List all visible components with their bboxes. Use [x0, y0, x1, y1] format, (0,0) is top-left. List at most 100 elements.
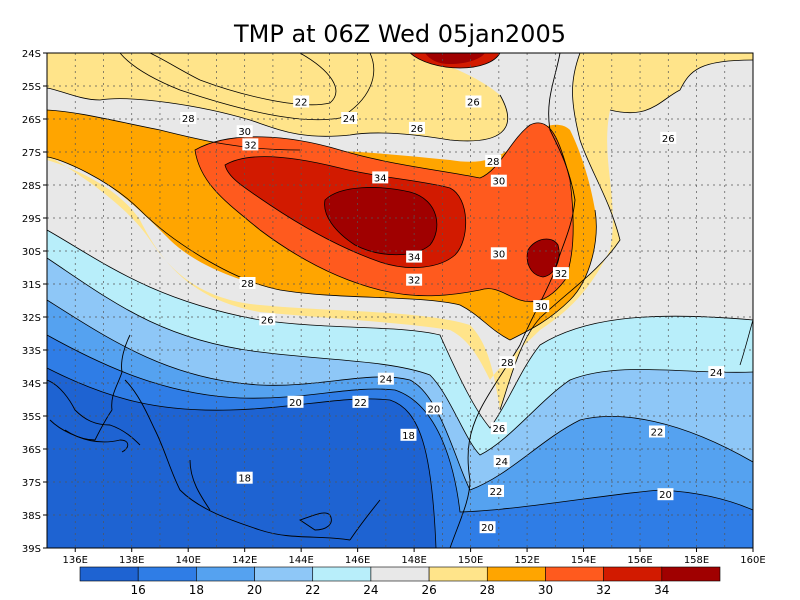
band-28-30	[47, 53, 753, 410]
contour-label: 20	[659, 490, 672, 501]
colorbar-swatch	[79, 566, 139, 582]
contour-label: 30	[492, 249, 505, 260]
colorbar-label: 32	[596, 583, 611, 597]
contour-label: 26	[492, 424, 505, 435]
lat-label: 35S	[22, 412, 41, 423]
contour-label-bg	[287, 395, 304, 408]
contour-label-bg	[425, 402, 442, 415]
contour-label: 26	[411, 124, 424, 135]
lat-label: 33S	[22, 346, 41, 357]
contour-label: 28	[182, 114, 195, 125]
lat-label: 24S	[22, 49, 41, 60]
contour-label: 24	[710, 368, 723, 379]
lat-label: 25S	[22, 82, 41, 93]
lat-label: 38S	[22, 511, 41, 522]
contour-label: 20	[289, 398, 302, 409]
contour-label-bg	[259, 313, 276, 326]
contour-label-bg	[490, 247, 507, 260]
colorbar-swatch	[254, 566, 314, 582]
lon-label: 148E	[401, 555, 426, 566]
colorbar-label: 26	[421, 583, 436, 597]
colorbar-swatch	[137, 566, 197, 582]
contour-label: 22	[354, 398, 367, 409]
contour-label-bg	[180, 112, 197, 124]
contour-label: 24	[495, 457, 508, 468]
contour-label: 34	[374, 173, 387, 184]
colorbar-swatch	[428, 566, 488, 582]
colorbar-swatch	[545, 566, 604, 582]
lon-label: 144E	[288, 555, 313, 566]
lon-label: 140E	[175, 555, 200, 566]
contour-label-bg	[648, 425, 665, 438]
contour-label: 22	[295, 98, 308, 109]
lon-label: 136E	[63, 555, 88, 566]
longitude-axis-labels: 136E 138E 140E 142E 144E 146E 148E 150E 152E 154E…	[63, 548, 766, 566]
band-below-20	[47, 368, 436, 548]
lon-label: 152E	[514, 555, 539, 566]
lon-label: 160E	[740, 555, 765, 566]
contour-label: 18	[238, 474, 251, 485]
contour-label: 28	[501, 358, 514, 369]
contour-label: 32	[408, 276, 421, 287]
contour-label: 22	[651, 428, 664, 439]
contour-label: 20	[481, 523, 494, 534]
contour-label-bg	[236, 471, 253, 484]
contour-label-bg	[660, 131, 677, 144]
contour-label: 26	[261, 315, 274, 326]
contour-label-bg	[708, 366, 725, 379]
contour-label-bg	[493, 455, 510, 468]
latitude-axis-labels: 24S 25S 26S 27S 28S 29S 30S 31S 32S 33S 34S 35S 36S 3…	[22, 49, 47, 555]
colorbar-label: 16	[131, 583, 146, 597]
colorbar-label: 28	[480, 583, 495, 597]
lat-label: 29S	[22, 214, 41, 225]
contour-label-bg	[490, 174, 507, 187]
contour-label-bg	[406, 273, 423, 286]
contour-label: 22	[490, 487, 503, 498]
lon-label: 142E	[232, 555, 257, 566]
contour-label: 28	[241, 279, 254, 290]
contour-label: 18	[402, 431, 415, 442]
contour-label: 30	[238, 127, 251, 138]
contour-label-bg	[377, 372, 394, 385]
lon-label: 146E	[345, 555, 370, 566]
colorbar-label: 18	[189, 583, 204, 597]
contour-value-labels: 22 24 26 26 26 28 30 32 34 28 30 30 34 32 32 28 30 26 28 24…	[180, 95, 725, 534]
contour-label-bg	[236, 125, 253, 138]
contour-label: 34	[408, 253, 421, 264]
lon-label: 138E	[119, 555, 144, 566]
contour-label-bg	[341, 112, 358, 124]
lon-label: 154E	[571, 555, 596, 566]
contour-label-bg	[239, 277, 256, 289]
contour-label-bg	[657, 488, 674, 501]
contour-label: 32	[555, 269, 568, 280]
lat-label: 39S	[22, 544, 41, 555]
contour-label-bg	[488, 484, 505, 497]
contour-label: 26	[467, 98, 480, 109]
colorbar-swatch	[661, 566, 721, 582]
lon-label: 158E	[684, 555, 709, 566]
colorbar-swatch	[486, 566, 546, 582]
lat-label: 26S	[22, 115, 41, 126]
temperature-filled-contours	[47, 53, 753, 548]
contour-label-bg	[242, 138, 259, 151]
lat-label: 30S	[22, 247, 41, 258]
colorbar-label: 34	[654, 583, 669, 597]
colorbar-label: 22	[305, 583, 320, 597]
contour-label-bg	[490, 422, 507, 435]
colorbar-swatch	[370, 566, 430, 582]
contour-label-bg	[293, 95, 310, 108]
contour-label-bg	[465, 95, 482, 108]
contour-label-bg	[533, 300, 550, 313]
contour-label: 20	[428, 404, 441, 415]
contour-label: 24	[380, 375, 393, 386]
lat-label: 37S	[22, 478, 41, 489]
colorbar-swatch	[196, 566, 255, 582]
contour-label: 32	[244, 140, 257, 151]
contour-label: 24	[343, 114, 356, 125]
contour-label-bg	[485, 154, 502, 167]
contour-label-bg	[479, 521, 496, 534]
plot-frame	[46, 52, 754, 549]
colorbar-swatch	[603, 566, 663, 582]
contour-label-bg	[400, 428, 417, 441]
